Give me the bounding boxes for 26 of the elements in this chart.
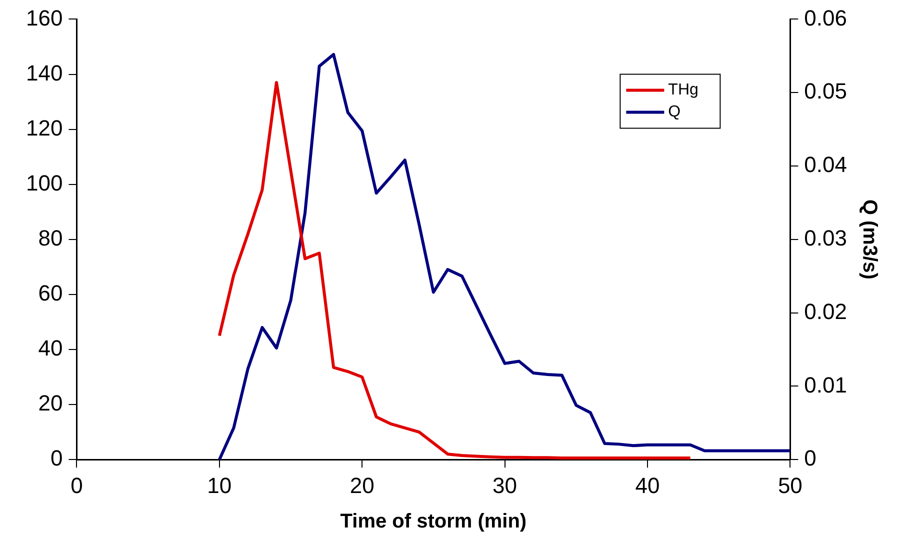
x-tick-label: 50: [778, 472, 802, 498]
y2-tick-label: 0.01: [804, 372, 848, 398]
y2-tick-label: 0.02: [804, 298, 848, 324]
x-tick-label: 0: [70, 472, 83, 498]
y-tick-label: 100: [26, 170, 63, 196]
y2-tick-label: 0.05: [804, 78, 848, 104]
y-tick-label: 20: [38, 390, 63, 416]
legend-label: Q: [668, 104, 681, 121]
y-tick-label: 80: [38, 225, 63, 250]
x-tick-label: 10: [207, 472, 232, 498]
y-tick-label: 140: [26, 60, 63, 86]
x-tick-label: 20: [350, 472, 374, 498]
y2-tick-label: 0.04: [804, 152, 848, 178]
y-tick-label: 160: [26, 5, 63, 30]
y2-tick-label: 0.03: [804, 225, 848, 250]
y-tick-label: 120: [26, 115, 63, 140]
y-tick-label: 60: [38, 280, 63, 306]
x-tick-label: 40: [635, 472, 660, 498]
x-tick-label: 30: [492, 472, 518, 498]
y-tick-label: 40: [38, 336, 63, 361]
y-tick-label: 0: [50, 446, 63, 471]
y2-tick-label: 0.06: [804, 5, 848, 30]
x-axis-title: Time of storm (min): [340, 510, 527, 533]
y2-tick-label: 0: [804, 446, 816, 471]
legend-label: THg: [668, 82, 698, 99]
y2-axis-title: Q (m3/s): [858, 199, 880, 280]
